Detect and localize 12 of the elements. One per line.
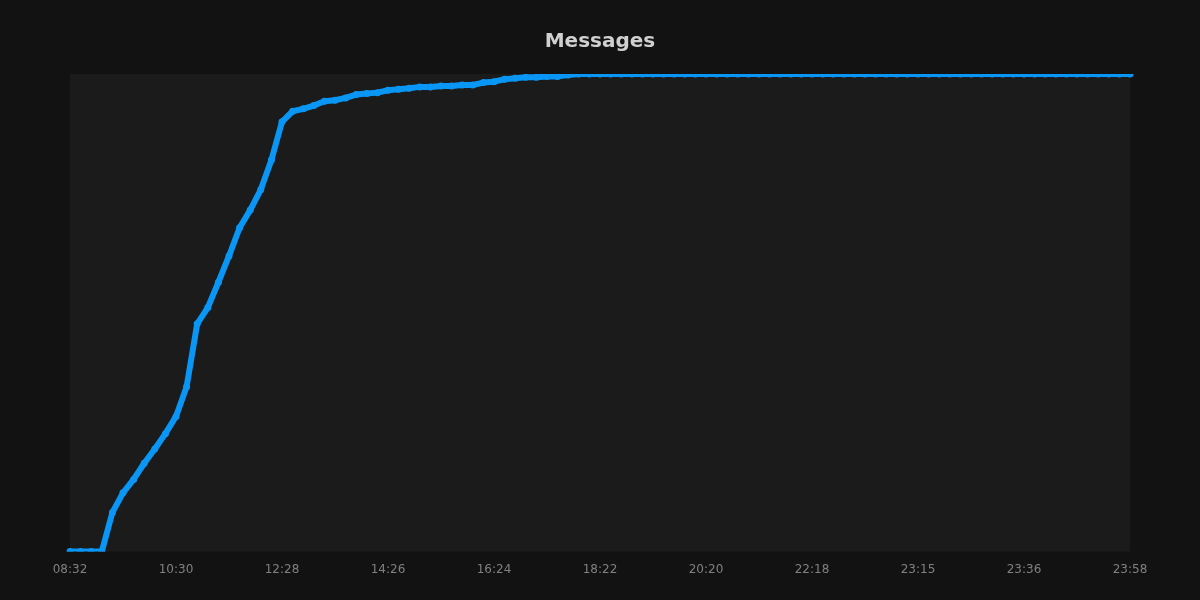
x-tick-label: 10:30 xyxy=(158,561,194,576)
x-tick-label: 08:32 xyxy=(52,561,88,576)
x-tick-label: 12:28 xyxy=(264,561,300,576)
x-tick-label: 14:26 xyxy=(370,561,406,576)
x-tick-label: 23:15 xyxy=(900,561,936,576)
x-tick-label: 23:36 xyxy=(1006,561,1042,576)
x-tick-label: 16:24 xyxy=(476,561,512,576)
x-tick-label: 22:18 xyxy=(794,561,830,576)
chart-title: Messages xyxy=(544,28,656,53)
x-tick-label: 20:20 xyxy=(688,561,724,576)
x-tick-label: 23:58 xyxy=(1112,561,1148,576)
x-tick-label: 18:22 xyxy=(582,561,618,576)
